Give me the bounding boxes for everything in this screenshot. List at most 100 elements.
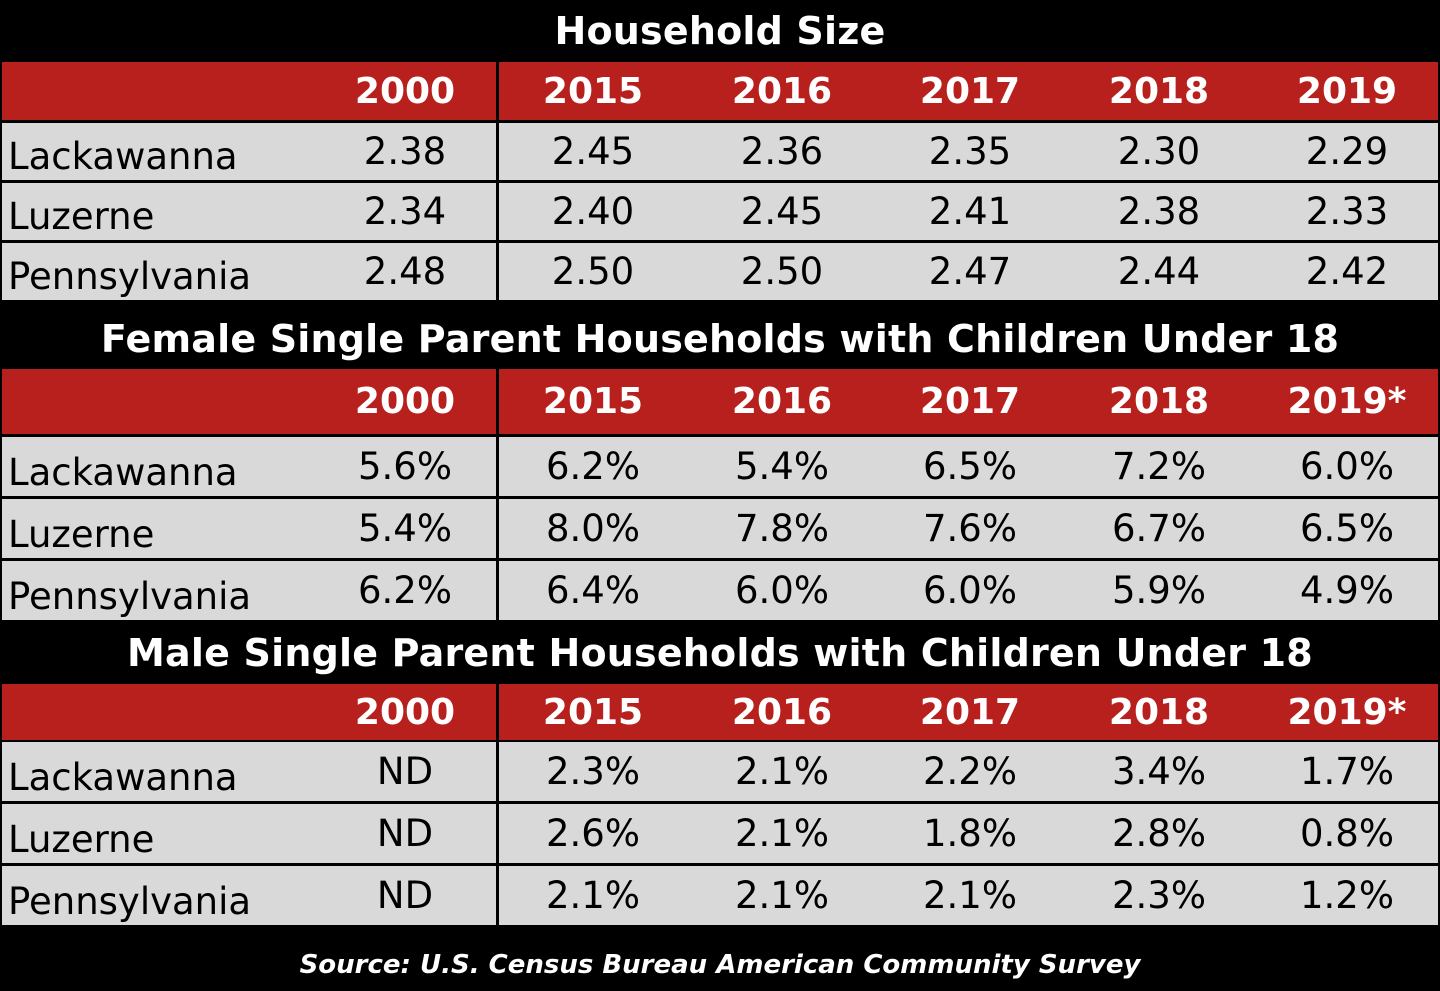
table-cell: 6.2%	[358, 569, 452, 612]
table-cell: 2.41	[928, 190, 1012, 233]
table-cell: 1.8%	[923, 812, 1017, 855]
table-cell: 2.2%	[923, 750, 1017, 793]
table-cell: 2.3%	[1112, 874, 1206, 917]
table-cell: 2.29	[1305, 130, 1389, 173]
table-cell: ND	[376, 750, 434, 793]
table-cell: ND	[376, 812, 434, 855]
table-cell: 6.0%	[735, 569, 829, 612]
table-cell: 2.42	[1305, 250, 1389, 293]
column-divider	[496, 684, 499, 740]
table-cell: 2.1%	[546, 874, 640, 917]
table-cell: 2.30	[1117, 130, 1201, 173]
table-cell: 2.35	[928, 130, 1012, 173]
table-cell: 2.45	[740, 190, 824, 233]
column-header-2016: 2016	[731, 70, 833, 112]
table-cell: 2.1%	[735, 812, 829, 855]
table-cell: 2.6%	[546, 812, 640, 855]
table-cell: 2.44	[1117, 250, 1201, 293]
source-note: Source: U.S. Census Bureau American Comm…	[299, 950, 1141, 980]
column-divider	[496, 183, 499, 240]
column-header-2015: 2015	[542, 70, 644, 112]
column-header-2018: 2018	[1108, 70, 1210, 112]
table-row: Luzerne 5.4% 8.0% 7.8% 7.6% 6.7% 6.5%	[2, 499, 1438, 558]
column-header-2017: 2017	[919, 381, 1021, 422]
row-label: Lackawanna	[8, 135, 238, 178]
table-cell: 6.2%	[546, 445, 640, 488]
row-label: Lackawanna	[8, 451, 238, 494]
column-divider	[496, 437, 499, 496]
table-cell: 2.36	[740, 130, 824, 173]
table-row: Luzerne 2.34 2.40 2.45 2.41 2.38 2.33	[2, 183, 1438, 240]
column-header-2019-star: 2019*	[1287, 381, 1407, 422]
column-divider	[496, 866, 499, 925]
column-divider	[496, 123, 499, 180]
header-row: 2000 2015 2016 2017 2018 2019*	[2, 684, 1438, 740]
table-cell: 0.8%	[1300, 812, 1394, 855]
column-header-2017: 2017	[919, 691, 1021, 733]
table-cell: 1.7%	[1300, 750, 1394, 793]
column-header-2015: 2015	[542, 691, 644, 733]
table-row: Lackawanna 5.6% 6.2% 5.4% 6.5% 7.2% 6.0%	[2, 437, 1438, 496]
column-divider	[496, 742, 499, 801]
table-cell: 2.3%	[546, 750, 640, 793]
table-row: Pennsylvania ND 2.1% 2.1% 2.1% 2.3% 1.2%	[2, 866, 1438, 925]
table-cell: 8.0%	[546, 507, 640, 550]
header-row: 2000 2015 2016 2017 2018 2019*	[2, 369, 1438, 434]
table-title: Male Single Parent Households with Child…	[127, 631, 1313, 675]
table-cell: 7.6%	[923, 507, 1017, 550]
table-cell: 2.33	[1305, 190, 1389, 233]
table-cell: 2.1%	[735, 874, 829, 917]
table-cell: 5.4%	[358, 507, 452, 550]
table-cell: 7.2%	[1112, 445, 1206, 488]
table-cell: 2.38	[363, 130, 447, 173]
row-label: Pennsylvania	[8, 575, 252, 618]
column-header-2019: 2019	[1296, 70, 1398, 112]
table-cell: 2.45	[551, 130, 635, 173]
column-divider	[496, 561, 499, 620]
table-cell: 1.2%	[1300, 874, 1394, 917]
table-cell: 6.0%	[923, 569, 1017, 612]
column-header-2000: 2000	[354, 381, 456, 422]
table-cell: 6.5%	[1300, 507, 1394, 550]
table-cell: 2.40	[551, 190, 635, 233]
table-row: Pennsylvania 2.48 2.50 2.50 2.47 2.44 2.42	[2, 243, 1438, 300]
table-cell: 2.38	[1117, 190, 1201, 233]
column-header-2000: 2000	[354, 691, 456, 733]
row-label: Luzerne	[8, 818, 155, 861]
table-cell: 2.50	[740, 250, 824, 293]
table-cell: 2.34	[363, 190, 447, 233]
column-divider	[496, 62, 499, 120]
table-row: Lackawanna ND 2.3% 2.1% 2.2% 3.4% 1.7%	[2, 742, 1438, 801]
table-cell: 2.1%	[735, 750, 829, 793]
table-cell: 5.4%	[735, 445, 829, 488]
table-cell: 2.48	[363, 250, 447, 293]
table-cell: 7.8%	[735, 507, 829, 550]
row-label: Luzerne	[8, 513, 155, 556]
row-label: Luzerne	[8, 195, 155, 238]
column-divider	[496, 804, 499, 863]
column-header-2016: 2016	[731, 381, 833, 422]
row-label: Lackawanna	[8, 756, 238, 799]
table-cell: 6.0%	[1300, 445, 1394, 488]
table-cell: 6.4%	[546, 569, 640, 612]
table-row: Luzerne ND 2.6% 2.1% 1.8% 2.8% 0.8%	[2, 804, 1438, 863]
column-header-2000: 2000	[354, 70, 456, 112]
column-header-2019-star: 2019*	[1287, 691, 1407, 733]
column-header-2017: 2017	[919, 70, 1021, 112]
table-cell: 2.1%	[923, 874, 1017, 917]
header-row: 2000 2015 2016 2017 2018 2019	[2, 62, 1438, 120]
table-cell: 5.9%	[1112, 569, 1206, 612]
column-header-2015: 2015	[542, 381, 644, 422]
column-header-2018: 2018	[1108, 691, 1210, 733]
row-label: Pennsylvania	[8, 255, 252, 298]
column-header-2018: 2018	[1108, 381, 1210, 422]
table-cell: 2.8%	[1112, 812, 1206, 855]
table-cell: 6.5%	[923, 445, 1017, 488]
column-divider	[496, 243, 499, 300]
table-cell: ND	[376, 874, 434, 917]
table-row: Lackawanna 2.38 2.45 2.36 2.35 2.30 2.29	[2, 123, 1438, 180]
table-title: Female Single Parent Households with Chi…	[100, 317, 1340, 361]
row-label: Pennsylvania	[8, 880, 252, 923]
table-title: Household Size	[554, 9, 886, 53]
